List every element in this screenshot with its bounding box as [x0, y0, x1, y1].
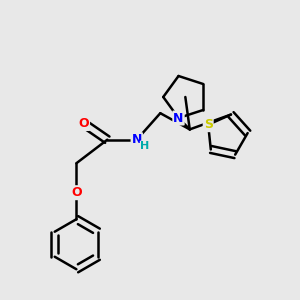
Text: O: O	[71, 186, 82, 199]
Text: N: N	[132, 133, 142, 146]
Text: H: H	[140, 141, 150, 151]
Text: N: N	[173, 112, 184, 124]
Text: S: S	[204, 118, 213, 131]
Text: O: O	[78, 117, 89, 130]
